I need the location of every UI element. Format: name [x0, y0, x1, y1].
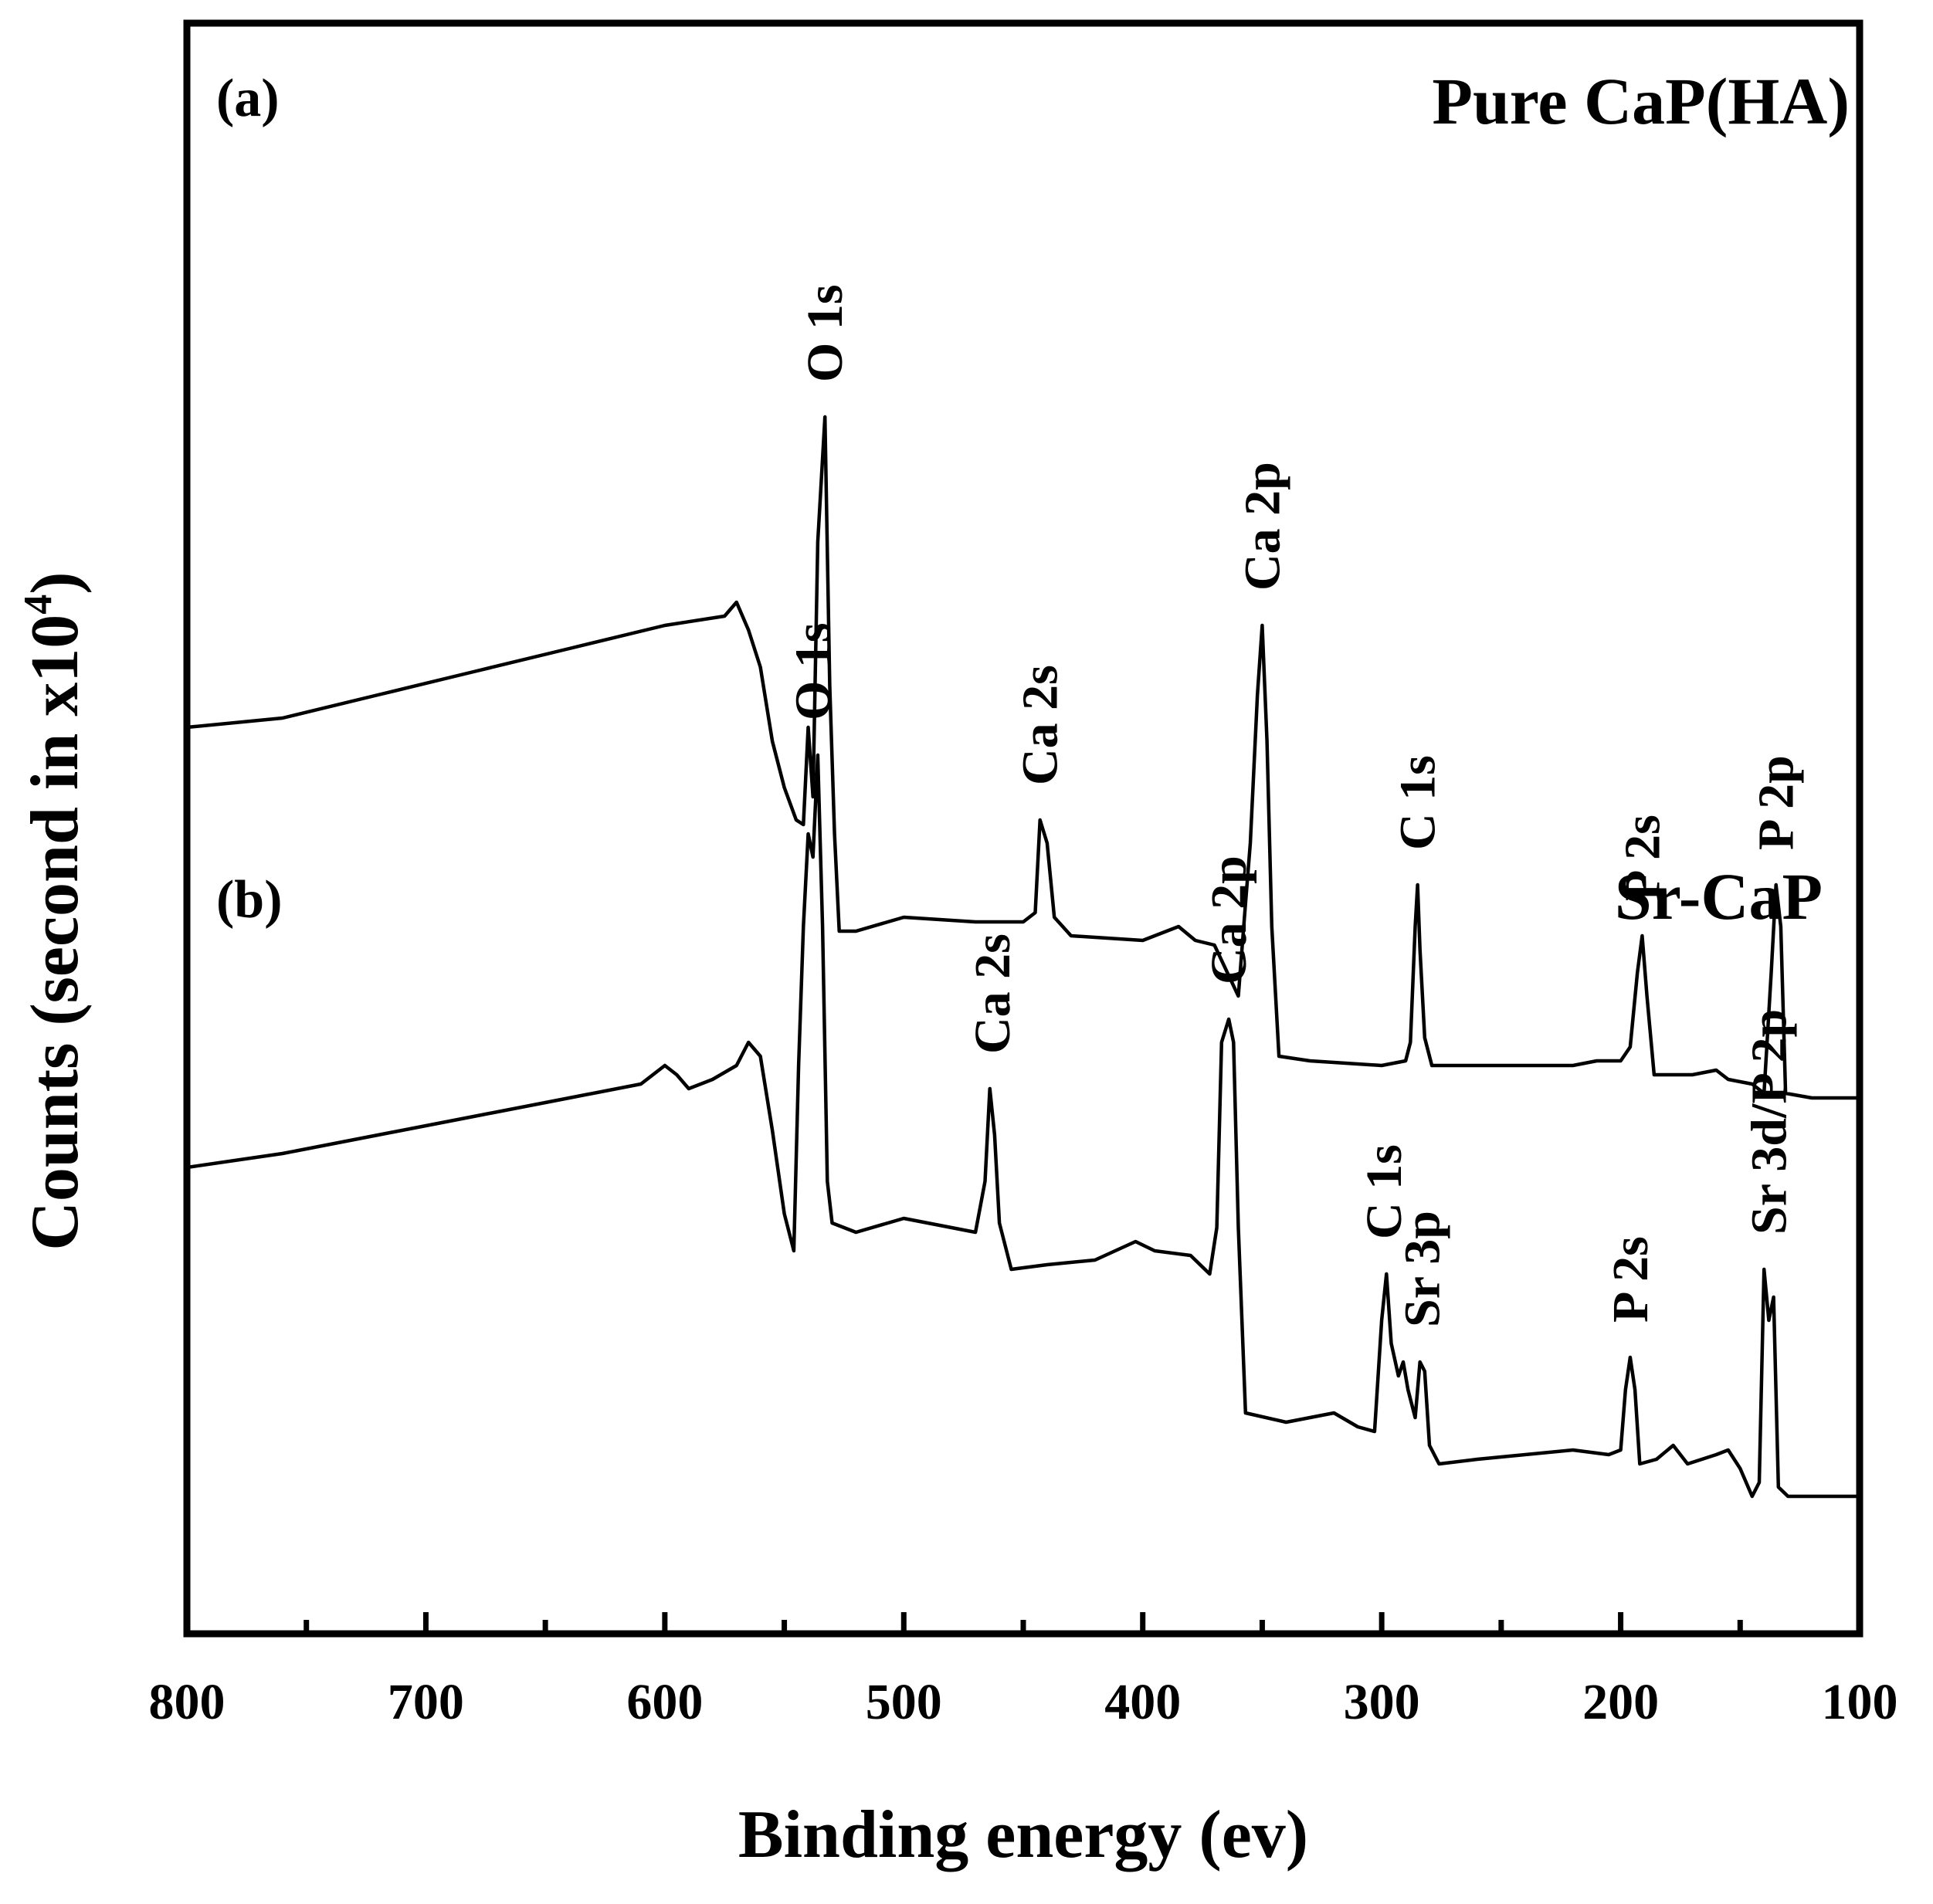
- y-axis-title-superscript: 4: [16, 595, 60, 615]
- peak-label: Ca 2s: [965, 933, 1021, 1054]
- y-axis-title-close: ): [18, 571, 93, 594]
- panel-a-title: Pure CaP(HA): [1432, 64, 1850, 138]
- x-tick-label: 300: [1344, 1674, 1420, 1730]
- spectrum-line-pure-cap-ha: [185, 415, 1862, 1100]
- peak-label: Sr 3p: [1395, 1211, 1451, 1327]
- x-tick-label: 700: [388, 1674, 464, 1730]
- peak-label: C 1s: [1356, 1144, 1412, 1239]
- x-tick-label: 800: [149, 1674, 226, 1730]
- peak-label: P 2p: [1748, 755, 1805, 850]
- peak-label: O 1s: [797, 284, 853, 382]
- spectra: [185, 415, 1862, 1499]
- x-tick-label: 200: [1582, 1674, 1659, 1730]
- x-tick-label: 600: [626, 1674, 703, 1730]
- peak-label: Ca 2p: [1201, 855, 1257, 984]
- x-axis-title: Binding energy (ev): [738, 1797, 1308, 1872]
- y-axis-title-main: Counts (second in x10: [18, 615, 93, 1251]
- panel-b-label: (b): [216, 870, 283, 930]
- peak-label: O 1s: [785, 622, 842, 720]
- peak-label: Ca 2p: [1234, 462, 1290, 591]
- x-tick-label: 400: [1104, 1674, 1181, 1730]
- x-tick-label: 100: [1822, 1674, 1898, 1730]
- peak-label: C 1s: [1390, 755, 1446, 850]
- peak-label: P 2s: [1602, 1236, 1659, 1323]
- peak-label: P 2s: [1614, 815, 1670, 901]
- plot-frame: [183, 19, 1863, 1638]
- spectrum-line-sr-cap: [185, 753, 1862, 1499]
- y-axis-title: Counts (second in x104): [16, 571, 93, 1250]
- x-tick-label: 500: [866, 1674, 942, 1730]
- panel-a-label: (a): [216, 69, 280, 128]
- peak-label: Ca 2s: [1012, 665, 1069, 785]
- peak-annotations: O 1s Ca 2s Ca 2p C 1s P 2s P 2p O 1s Ca 2s Ca 2p…: [785, 284, 1805, 1327]
- x-axis-ticks: [184, 1612, 1863, 1634]
- panel-b-title: Sr-CaP: [1615, 859, 1823, 933]
- peak-label: Sr 3d/P 2p: [1741, 1009, 1797, 1235]
- x-axis-tick-labels: 800 700 600 500 400 300 200 100: [149, 1674, 1898, 1730]
